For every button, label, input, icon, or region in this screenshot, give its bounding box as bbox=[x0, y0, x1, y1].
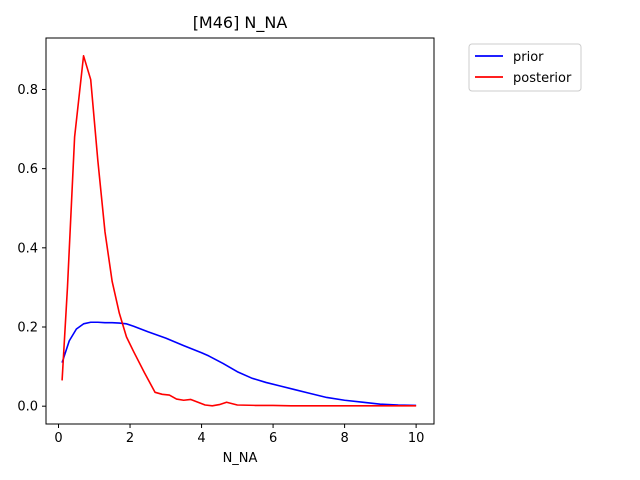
plot-area: 0 2 4 6 8 10 0.0 0.2 0.4 0.6 0.8 bbox=[17, 37, 435, 446]
plot-frame bbox=[45, 37, 435, 425]
series-line-prior bbox=[61, 321, 417, 407]
x-tick-label: 8 bbox=[340, 431, 348, 446]
x-axis-label: N_NA bbox=[223, 451, 258, 466]
y-axis: 0.0 0.2 0.4 0.6 0.8 bbox=[17, 83, 46, 415]
series-line-posterior bbox=[61, 55, 417, 407]
x-axis: 0 2 4 6 8 10 bbox=[54, 424, 424, 446]
y-tick-label: 0.4 bbox=[17, 241, 38, 256]
x-tick-label: 10 bbox=[408, 431, 425, 446]
y-tick-label: 0.8 bbox=[17, 83, 38, 98]
chart-title: [M46] N_NA bbox=[193, 13, 288, 33]
x-tick-label: 0 bbox=[54, 431, 62, 446]
x-tick-label: 2 bbox=[126, 431, 134, 446]
y-tick-label: 0.0 bbox=[17, 400, 38, 415]
legend-label-posterior: posterior bbox=[513, 71, 572, 86]
series-layer bbox=[61, 55, 417, 407]
legend-label-prior: prior bbox=[513, 50, 544, 65]
x-tick-label: 6 bbox=[269, 431, 277, 446]
y-tick-label: 0.6 bbox=[17, 162, 38, 177]
y-tick-label: 0.2 bbox=[17, 321, 38, 336]
x-tick-label: 4 bbox=[197, 431, 205, 446]
legend: prior posterior bbox=[468, 43, 582, 92]
